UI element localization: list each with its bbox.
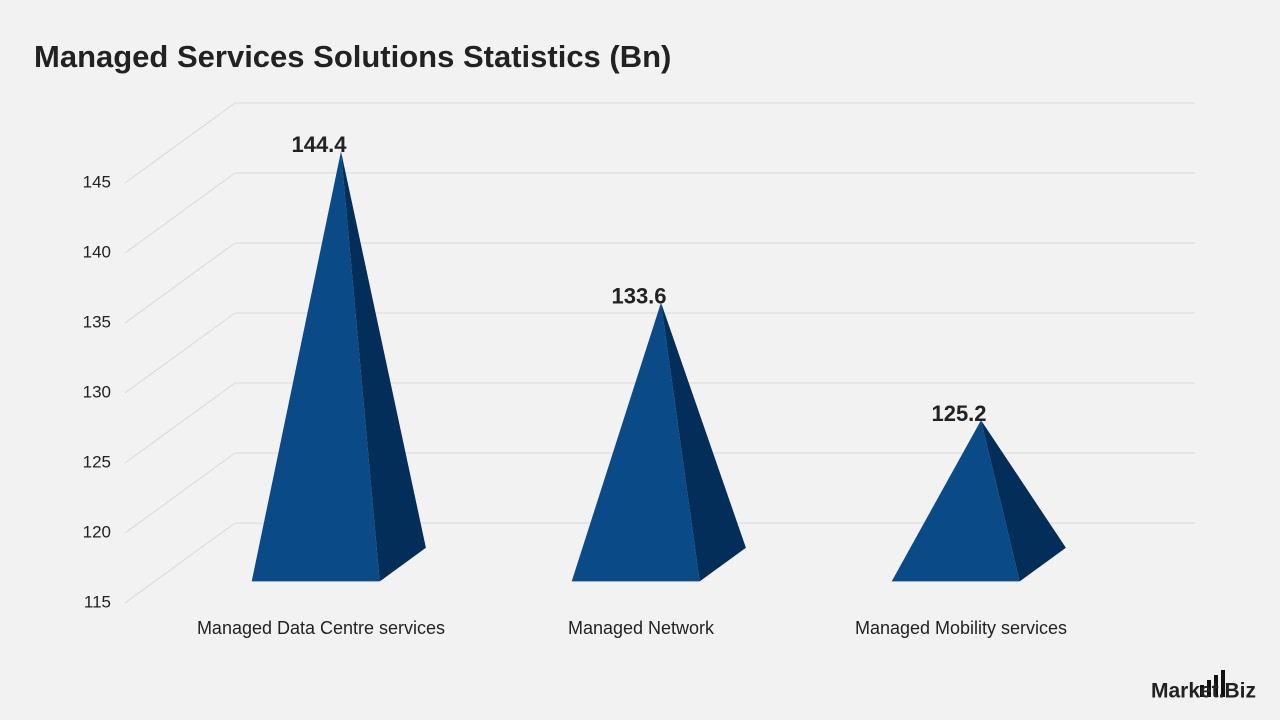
y-tick-label: 125 (83, 452, 111, 471)
chart-title: Managed Services Solutions Statistics (B… (34, 39, 671, 74)
grid-line-side (124, 172, 236, 254)
grid-line-side (124, 522, 236, 604)
logo-icon (1200, 670, 1225, 697)
value-label: 125.2 (931, 401, 986, 426)
x-tick-label: Managed Data Centre services (197, 618, 445, 638)
y-tick-label: 135 (83, 312, 111, 331)
y-tick-label: 145 (83, 172, 111, 191)
logo: Market.Biz (1151, 680, 1256, 703)
value-label: 133.6 (611, 283, 666, 308)
pyramid-side (341, 151, 426, 582)
value-label: 144.4 (291, 132, 347, 157)
pyramid-front (891, 420, 1020, 582)
y-tick-label: 120 (83, 522, 111, 541)
grid-line-side (124, 312, 236, 394)
pyramid-side (661, 302, 746, 582)
grid-line-side (124, 452, 236, 534)
x-tick-label: Managed Network (568, 618, 715, 638)
pyramid-front (251, 151, 380, 582)
grid-line-side (124, 382, 236, 464)
x-tick-label: Managed Mobility services (855, 618, 1067, 638)
pyramid-front (571, 302, 700, 582)
y-tick-label: 140 (83, 242, 111, 261)
pyramid (891, 420, 1066, 582)
pyramid (571, 302, 746, 582)
y-tick-label: 130 (83, 382, 111, 401)
grid-line-side (124, 102, 236, 184)
y-tick-label: 115 (84, 592, 111, 611)
grid-line-side (124, 242, 236, 324)
pyramid-side (981, 420, 1066, 582)
pyramid (251, 151, 426, 582)
